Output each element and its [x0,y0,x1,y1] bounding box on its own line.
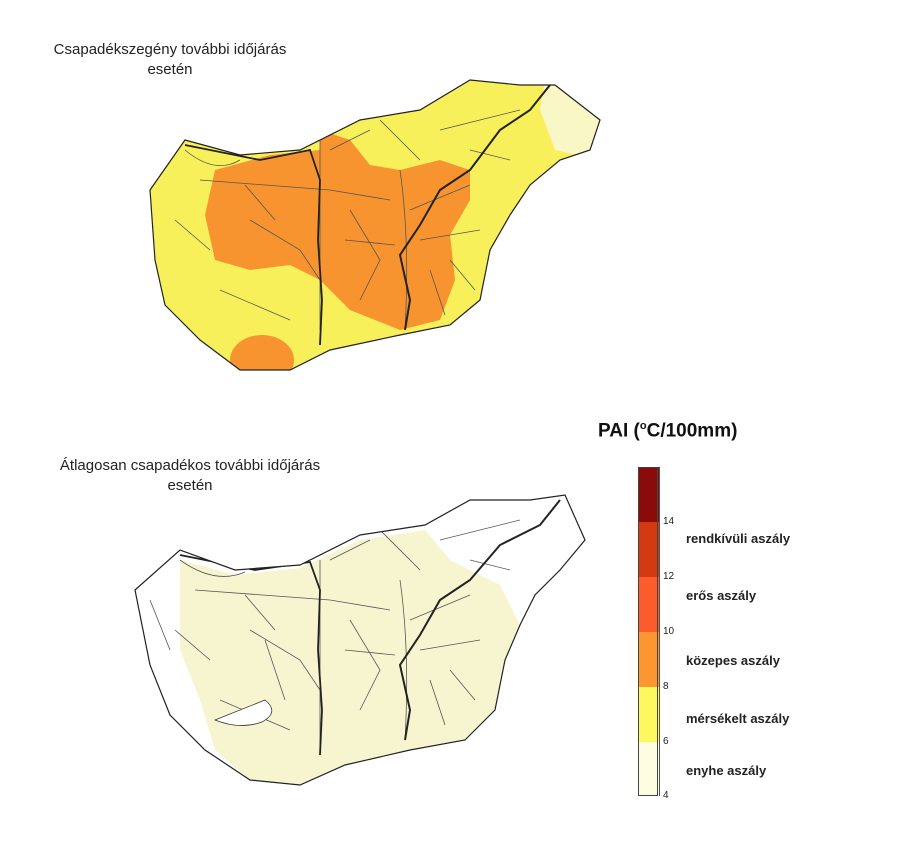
top-map-tisza [398,84,551,331]
top-map-title-line2: esetén [147,61,193,78]
legend-tick-4: 4 [663,790,669,801]
top-map-orange-south [230,335,294,370]
top-map-light-zone [540,80,600,160]
top-map-title-line1: Csapadékszegény további időjárás [53,41,287,58]
top-map-border [149,79,601,371]
bottom-map-title: Átlagosan csapadékos további időjárás es… [30,456,350,496]
legend-tick-12: 12 [663,571,675,582]
legend-tick-14: 14 [663,516,675,527]
bottom-map-tisza [398,499,561,741]
legend-label-mersekelt: mérsékelt aszály [686,711,790,726]
legend-tick-6: 6 [663,736,669,747]
bottom-map-lake [213,699,273,726]
legend-frame [638,467,658,796]
bottom-map-danube [179,554,323,756]
bottom-map-light-zone [180,530,520,785]
legend-label-enyhe: enyhe aszály [686,763,767,778]
bottom-map-title-line1: Átlagosan csapadékos további időjárás [59,457,321,474]
legend-tick-8: 8 [663,681,669,692]
bottom-map [134,494,586,786]
legend-title-main: PAI ( [598,420,640,442]
bottom-map-title-line2: esetén [167,477,213,494]
legend-title-degree: o [639,420,647,432]
top-map-orange-zone [205,130,470,330]
top-map-rivers [174,109,521,331]
top-map-title: Csapadékszegény további időjárás esetén [20,40,320,80]
legend-title: PAI (oC/100mm) [598,420,737,442]
legend-label-kozepes: közepes aszály [686,653,780,668]
legend-label-eros: erős aszály [686,588,757,603]
legend-tick-10: 10 [663,626,675,637]
bottom-map-border [134,494,586,786]
top-map [149,79,601,371]
top-map-danube [184,144,323,346]
legend-label-rendkivuli: rendkívüli aszály [686,531,791,546]
legend-title-unit: C/100mm) [646,420,738,442]
